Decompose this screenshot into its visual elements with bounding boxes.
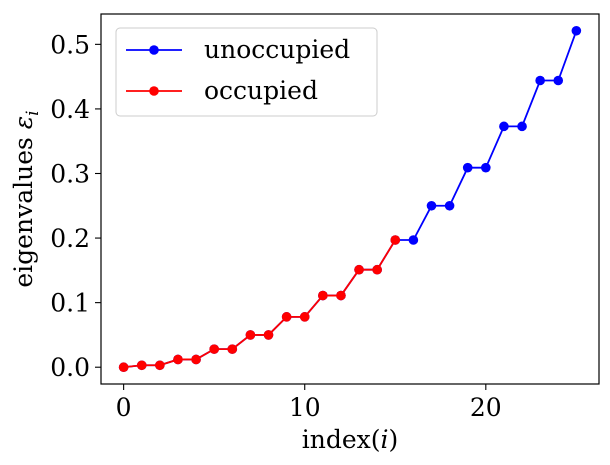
- x-tick-label: 10: [289, 393, 321, 422]
- data-point-unoccupied: [408, 235, 419, 245]
- legend-marker-occupied: [149, 86, 159, 96]
- data-point-occupied: [299, 312, 310, 322]
- y-tick-label: 0.1: [50, 289, 90, 318]
- data-point-unoccupied: [499, 121, 509, 132]
- data-point-occupied: [191, 354, 201, 365]
- plot-area: [118, 25, 582, 373]
- series-line-occupied: [123, 239, 397, 369]
- data-point-occupied: [318, 290, 328, 301]
- y-tick-label: 0.0: [50, 353, 90, 382]
- data-point-unoccupied: [444, 200, 455, 211]
- data-point-occupied: [209, 344, 219, 354]
- data-point-occupied: [263, 330, 274, 340]
- x-axis-label: index(i): [302, 425, 399, 454]
- data-point-occupied: [336, 290, 346, 301]
- y-tick-label: 0.5: [50, 30, 90, 59]
- data-point-unoccupied: [553, 75, 564, 86]
- data-point-unoccupied: [571, 25, 582, 36]
- data-point-unoccupied: [481, 162, 491, 173]
- y-tick-label: 0.4: [50, 95, 90, 124]
- data-point-occupied: [118, 362, 129, 373]
- data-point-unoccupied: [517, 121, 527, 132]
- legend: unoccupied occupied: [115, 27, 378, 117]
- data-point-occupied: [155, 360, 165, 371]
- y-tick-label: 0.2: [50, 224, 90, 253]
- axes-frame: [100, 13, 600, 385]
- data-point-unoccupied: [535, 75, 545, 86]
- data-point-occupied: [227, 344, 238, 354]
- axis-ticks: 0 10 20 0.0 0.1 0.2 0.3 0.4 0.5: [50, 30, 501, 422]
- data-point-occupied: [390, 235, 401, 245]
- data-point-unoccupied: [462, 162, 473, 173]
- data-point-occupied: [245, 330, 256, 340]
- data-point-occupied: [136, 360, 147, 371]
- y-axis-label: eigenvalues εi: [9, 110, 43, 287]
- legend-label-occupied: occupied: [204, 76, 318, 105]
- y-tick-label: 0.3: [50, 159, 90, 188]
- x-tick-label: 0: [116, 393, 132, 422]
- data-point-occupied: [281, 312, 292, 322]
- data-point-occupied: [354, 264, 364, 275]
- data-point-occupied: [173, 354, 183, 365]
- legend-marker-unoccupied: [149, 45, 159, 55]
- data-point-occupied: [372, 264, 382, 275]
- legend-label-unoccupied: unoccupied: [204, 35, 350, 64]
- data-point-unoccupied: [426, 200, 437, 211]
- x-tick-label: 20: [470, 393, 502, 422]
